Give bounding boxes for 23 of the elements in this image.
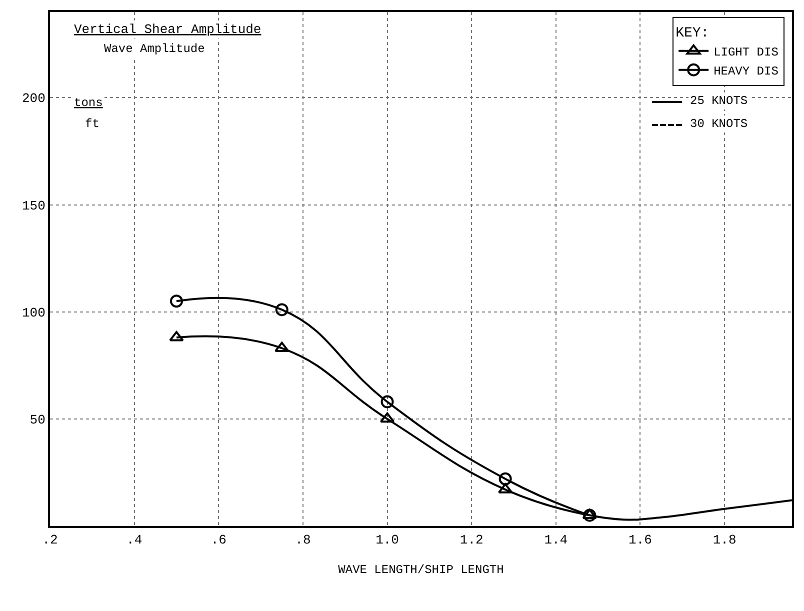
x-tick-label: .6 bbox=[210, 532, 226, 548]
x-tick-label: 1.4 bbox=[544, 532, 568, 548]
x-tick-label: 1.2 bbox=[460, 532, 484, 548]
x-tick-label: 1.0 bbox=[376, 532, 399, 548]
annotation: Wave Amplitude bbox=[104, 42, 205, 56]
annotation: 25 KNOTS bbox=[690, 94, 748, 108]
y-tick-label: 200 bbox=[22, 91, 46, 106]
annotation: Vertical Shear Amplitude bbox=[74, 22, 262, 37]
y-tick-label: 150 bbox=[22, 198, 46, 214]
x-tick-label: 1.8 bbox=[712, 532, 736, 548]
x-tick-label: 1.6 bbox=[628, 532, 652, 548]
x-tick-label: .4 bbox=[126, 532, 142, 548]
y-tick-label: 100 bbox=[22, 305, 46, 320]
legend-label: HEAVY DIS bbox=[714, 64, 778, 79]
x-tick-label: .8 bbox=[295, 532, 311, 548]
y-tick-label: 50 bbox=[30, 412, 46, 428]
x-tick-label: .2 bbox=[42, 532, 58, 548]
legend-label: LIGHT DIS bbox=[714, 46, 778, 60]
x-axis-title: WAVE LENGTH/SHIP LENGTH bbox=[338, 563, 504, 577]
legend-title: KEY: bbox=[676, 25, 710, 42]
annotation: tons bbox=[74, 96, 103, 110]
annotation: ft bbox=[85, 117, 100, 131]
annotation: 30 KNOTS bbox=[690, 117, 748, 131]
